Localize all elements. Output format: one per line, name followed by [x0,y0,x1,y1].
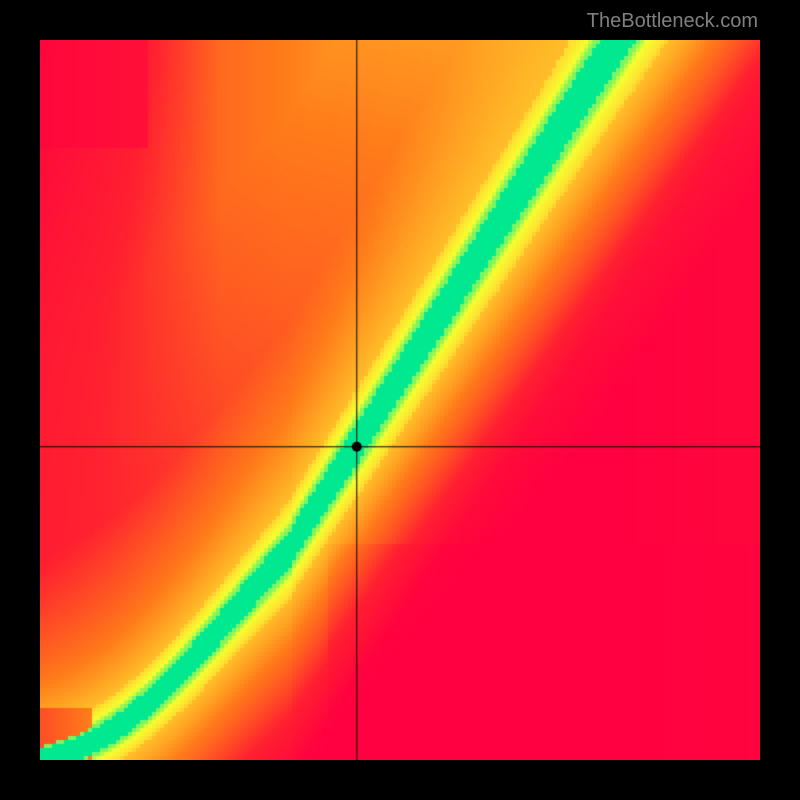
chart-container: TheBottleneck.com [0,0,800,800]
crosshair-overlay [40,40,760,760]
watermark-text: TheBottleneck.com [587,10,758,33]
plot-area [40,40,760,760]
